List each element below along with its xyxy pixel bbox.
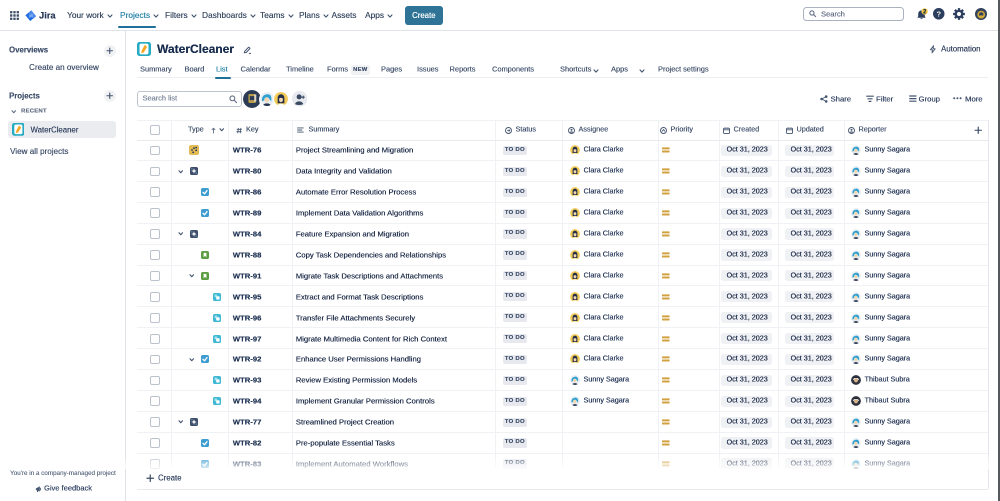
svg-text:2: 2 (922, 9, 926, 15)
svg-text:?: ? (936, 9, 941, 18)
